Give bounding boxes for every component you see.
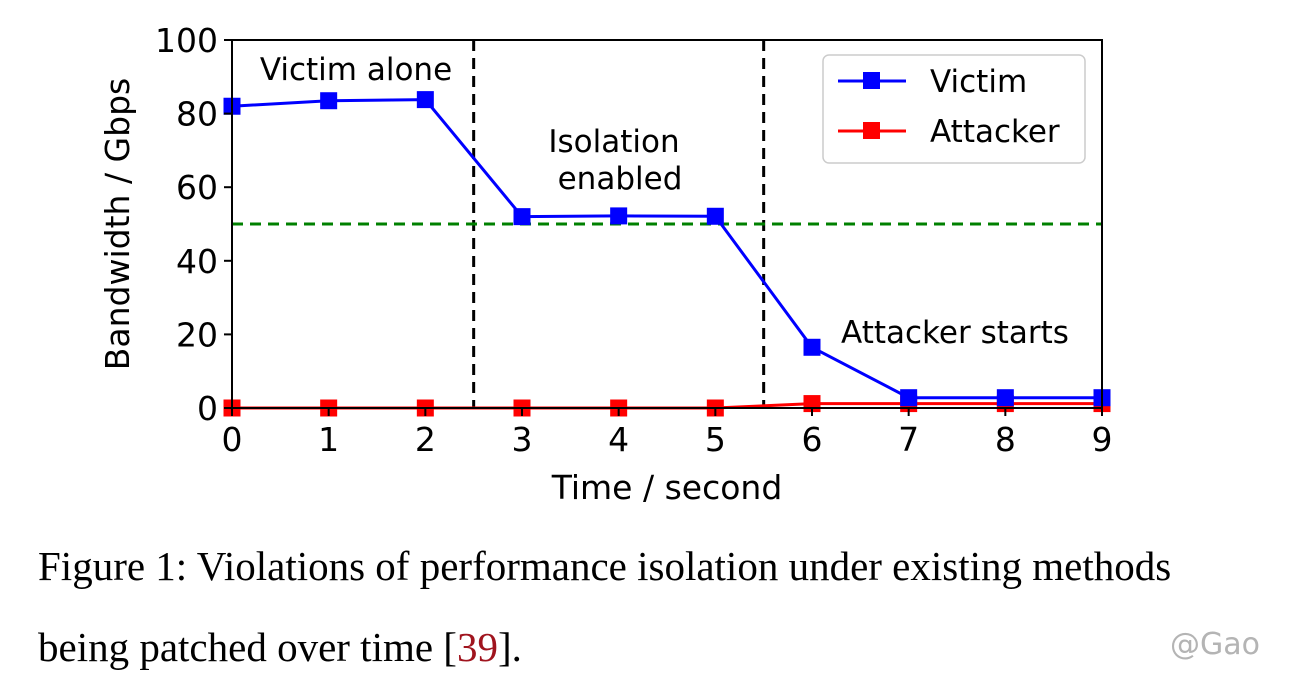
x-tick-label-7: 7 (898, 420, 919, 459)
legend-victim-label: Victim (930, 64, 1027, 100)
victim-point-6 (803, 338, 821, 356)
victim-line (231, 98, 1102, 400)
annotation-victim-alone: Victim alone (260, 52, 452, 88)
caption-line2-prefix: being patched over time [ (38, 624, 457, 670)
caption-line2-suffix: ]. (497, 624, 522, 670)
x-tick-label-9: 9 (1092, 420, 1113, 459)
axis-ticks: 0 1 2 3 4 5 6 7 8 9 0 20 40 60 80 100 (155, 21, 1113, 459)
y-tick-label-4: 80 (176, 95, 218, 134)
legend: Victim Attacker (822, 54, 1086, 164)
figure-caption-line2: being patched over time [39]. (38, 621, 1288, 673)
legend-attacker-label: Attacker (930, 114, 1060, 150)
victim-point-1 (320, 92, 338, 110)
watermark: @Gao (1170, 627, 1260, 662)
victim-point-4 (610, 207, 628, 225)
x-tick-label-0: 0 (222, 420, 243, 459)
legend-attacker-marker (863, 122, 880, 139)
victim-point-7 (900, 389, 918, 407)
bandwidth-chart: 0 1 2 3 4 5 6 7 8 9 0 20 40 60 80 100 Time / second Ban… (98, 21, 1113, 507)
legend-victim-marker (863, 72, 880, 89)
x-tick-label-1: 1 (318, 420, 339, 459)
annotation-attacker-starts: Attacker starts (841, 315, 1069, 351)
figure-caption-line1: Figure 1: Violations of performance isol… (38, 543, 1172, 589)
annotation-isolation: Isolation (548, 124, 679, 160)
victim-point-2 (416, 91, 434, 109)
x-axis-label: Time / second (551, 468, 783, 507)
annotation-enabled: enabled (558, 161, 683, 197)
victim-point-5 (706, 207, 724, 225)
plot-frame (231, 39, 1103, 409)
y-tick-label-3: 60 (176, 168, 218, 207)
x-tick-label-8: 8 (995, 420, 1016, 459)
victim-point-8 (996, 389, 1014, 407)
citation-link[interactable]: 39 (456, 624, 498, 670)
x-tick-label-2: 2 (415, 420, 436, 459)
y-tick-label-5: 100 (155, 21, 218, 60)
x-tick-label-6: 6 (802, 420, 823, 459)
y-axis-label: Bandwidth / Gbps (98, 78, 137, 370)
victim-point-3 (513, 208, 531, 226)
x-tick-label-4: 4 (608, 420, 629, 459)
y-tick-label-1: 20 (176, 315, 218, 354)
x-tick-label-3: 3 (512, 420, 533, 459)
y-tick-label-0: 0 (197, 389, 218, 428)
reference-lines (232, 40, 1102, 408)
x-tick-label-5: 5 (705, 420, 726, 459)
y-tick-label-2: 40 (176, 242, 218, 281)
